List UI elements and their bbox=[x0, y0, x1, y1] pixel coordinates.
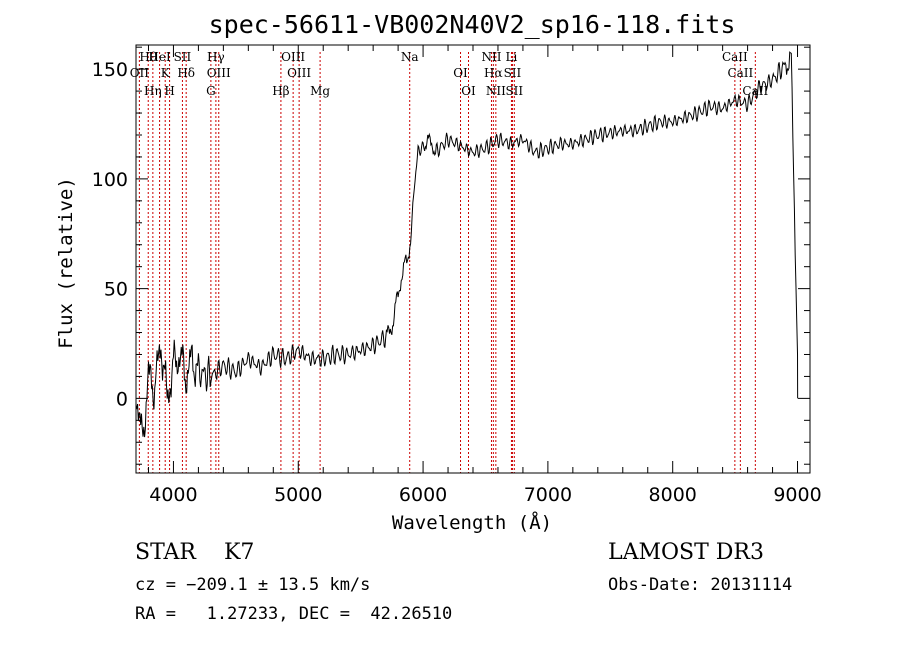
spectral-line-label: Na bbox=[401, 50, 419, 64]
y-tick-label: 0 bbox=[116, 388, 128, 410]
spectral-line-label: Li bbox=[506, 50, 518, 64]
spectral-line-label: Hγ bbox=[207, 50, 225, 64]
spectral-line-label: NII bbox=[481, 50, 501, 64]
spectral-line-label: Hβ bbox=[272, 84, 289, 98]
spectral-line-label: H bbox=[164, 84, 174, 98]
tick-marks bbox=[136, 45, 810, 473]
spectral-line-label: OIII bbox=[281, 50, 305, 64]
x-tick-label: 5000 bbox=[274, 484, 322, 506]
tick-labels: 4000 5000 6000 7000 8000 9000 0 50 100 150 bbox=[92, 59, 822, 506]
spectral-line-label: Mg bbox=[310, 84, 330, 98]
spectral-line-label: OIII bbox=[287, 66, 311, 80]
y-tick-label: 50 bbox=[104, 279, 128, 301]
spectral-line-label: G bbox=[206, 84, 216, 98]
spectrum-line bbox=[135, 51, 799, 438]
spectral-line-label: Hθ bbox=[139, 50, 157, 64]
spectral-line-label: SII bbox=[505, 84, 523, 98]
spectral-line-label: HeI bbox=[148, 50, 171, 64]
spectral-line-label: OI bbox=[453, 66, 468, 80]
spectral-line-label: Hδ bbox=[177, 66, 195, 80]
spectral-line-label: OI bbox=[461, 84, 476, 98]
spectral-line-label: Hα bbox=[484, 66, 503, 80]
chart-title: spec-56611-VB002N40V2_sp16-118.fits bbox=[209, 10, 736, 39]
spectrum-layer bbox=[135, 51, 799, 438]
spectral-line-label: CaII bbox=[727, 66, 753, 80]
x-tick-label: 9000 bbox=[773, 484, 821, 506]
y-tick-label: 100 bbox=[92, 169, 128, 191]
velocity-label: cz = −209.1 ± 13.5 km/s bbox=[135, 575, 370, 595]
spectral-line-label: SII bbox=[174, 50, 192, 64]
x-tick-label: 4000 bbox=[149, 484, 197, 506]
x-tick-label: 7000 bbox=[524, 484, 572, 506]
spectral-line-label: NII bbox=[486, 84, 506, 98]
spectral-line-label: K bbox=[161, 66, 171, 80]
y-tick-label: 150 bbox=[92, 59, 128, 81]
x-axis-title: Wavelength (Å) bbox=[392, 511, 552, 534]
x-tick-label: 8000 bbox=[649, 484, 697, 506]
survey-label: LAMOST DR3 bbox=[608, 540, 764, 565]
spectral-line-labels: Hθ OII Hη HeI KH SII Hδ G Hγ OIII Hβ OIII OIII Mg Na OI… bbox=[130, 50, 769, 98]
spectral-line-label: OIII bbox=[207, 66, 231, 80]
spectral-line-label: OII bbox=[130, 66, 150, 80]
x-tick-label: 6000 bbox=[399, 484, 447, 506]
spectral-line-label: Hη bbox=[144, 84, 162, 98]
object-class-label: STAR K7 bbox=[135, 540, 254, 565]
obs-date-label: Obs-Date: 20131114 bbox=[608, 575, 792, 595]
spectral-line-label: SII bbox=[504, 66, 522, 80]
y-axis-title: Flux (relative) bbox=[55, 177, 77, 349]
spectral-line-label: CaII bbox=[722, 50, 748, 64]
coordinates-label: RA = 1.27233, DEC = 42.26510 bbox=[135, 604, 452, 624]
